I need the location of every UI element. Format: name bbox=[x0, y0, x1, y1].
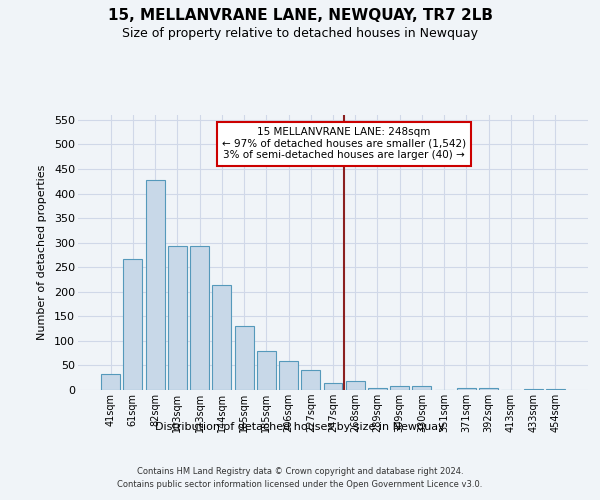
Bar bbox=[412, 386, 431, 390]
Text: 15, MELLANVRANE LANE, NEWQUAY, TR7 2LB: 15, MELLANVRANE LANE, NEWQUAY, TR7 2LB bbox=[107, 8, 493, 22]
Bar bbox=[546, 389, 565, 390]
Bar bbox=[301, 370, 320, 390]
Bar bbox=[190, 246, 209, 390]
Text: Contains HM Land Registry data © Crown copyright and database right 2024.: Contains HM Land Registry data © Crown c… bbox=[137, 468, 463, 476]
Y-axis label: Number of detached properties: Number of detached properties bbox=[37, 165, 47, 340]
Bar bbox=[257, 351, 276, 390]
Bar bbox=[101, 374, 120, 390]
Bar bbox=[168, 246, 187, 390]
Bar bbox=[146, 180, 164, 390]
Bar bbox=[235, 326, 254, 390]
Bar bbox=[457, 388, 476, 390]
Bar bbox=[346, 381, 365, 390]
Bar bbox=[124, 259, 142, 390]
Bar bbox=[368, 388, 387, 390]
Bar bbox=[279, 360, 298, 390]
Bar bbox=[524, 388, 542, 390]
Text: 15 MELLANVRANE LANE: 248sqm
← 97% of detached houses are smaller (1,542)
3% of s: 15 MELLANVRANE LANE: 248sqm ← 97% of det… bbox=[222, 128, 466, 160]
Bar bbox=[390, 386, 409, 390]
Bar bbox=[323, 382, 343, 390]
Bar bbox=[479, 388, 498, 390]
Text: Distribution of detached houses by size in Newquay: Distribution of detached houses by size … bbox=[155, 422, 445, 432]
Text: Size of property relative to detached houses in Newquay: Size of property relative to detached ho… bbox=[122, 28, 478, 40]
Text: Contains public sector information licensed under the Open Government Licence v3: Contains public sector information licen… bbox=[118, 480, 482, 489]
Bar bbox=[212, 285, 231, 390]
